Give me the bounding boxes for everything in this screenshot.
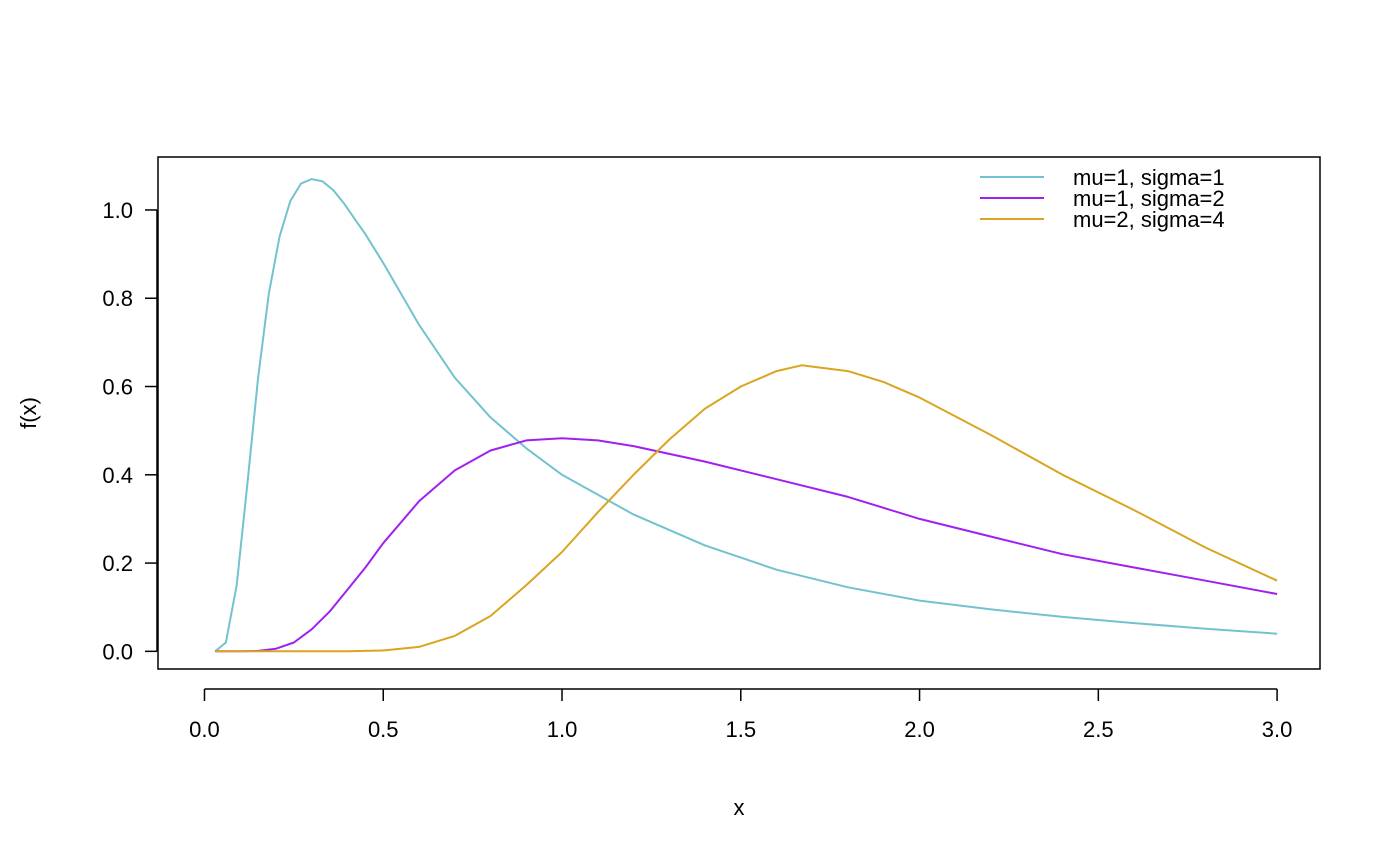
x-tick-label: 3.0 — [1262, 717, 1293, 742]
legend-label-2: mu=1, sigma=2 — [1073, 186, 1225, 211]
y-tick-label: 0.8 — [102, 286, 133, 311]
y-tick-label: 0.2 — [102, 551, 133, 576]
y-tick-label: 0.0 — [102, 639, 133, 664]
plot-frame — [157, 156, 1321, 670]
y-axis: 0.0 0.2 0.4 0.6 0.8 1.0 — [102, 198, 158, 664]
y-axis-label: f(x) — [16, 397, 41, 429]
x-tick-label: 2.5 — [1083, 717, 1114, 742]
x-tick-label: 1.5 — [725, 717, 756, 742]
series-line-3 — [215, 364, 1278, 653]
legend-label-3: mu=2, sigma=4 — [1073, 207, 1225, 232]
series-group — [214, 178, 1278, 653]
x-axis-label: x — [734, 795, 745, 820]
x-tick-label: 0.5 — [368, 717, 399, 742]
y-tick-label: 0.6 — [102, 375, 133, 400]
x-axis: 0.0 0.5 1.0 1.5 2.0 2.5 3.0 — [189, 688, 1293, 742]
series-line-2 — [215, 437, 1278, 653]
x-tick-label: 0.0 — [189, 717, 220, 742]
y-tick-label: 1.0 — [102, 198, 133, 223]
y-tick-label: 0.4 — [102, 463, 133, 488]
legend: mu=1, sigma=1mu=1, sigma=2mu=2, sigma=4 — [980, 165, 1225, 232]
x-tick-label: 1.0 — [547, 717, 578, 742]
legend-label-1: mu=1, sigma=1 — [1073, 165, 1225, 190]
series-line-1 — [214, 178, 1278, 653]
x-tick-label: 2.0 — [904, 717, 935, 742]
